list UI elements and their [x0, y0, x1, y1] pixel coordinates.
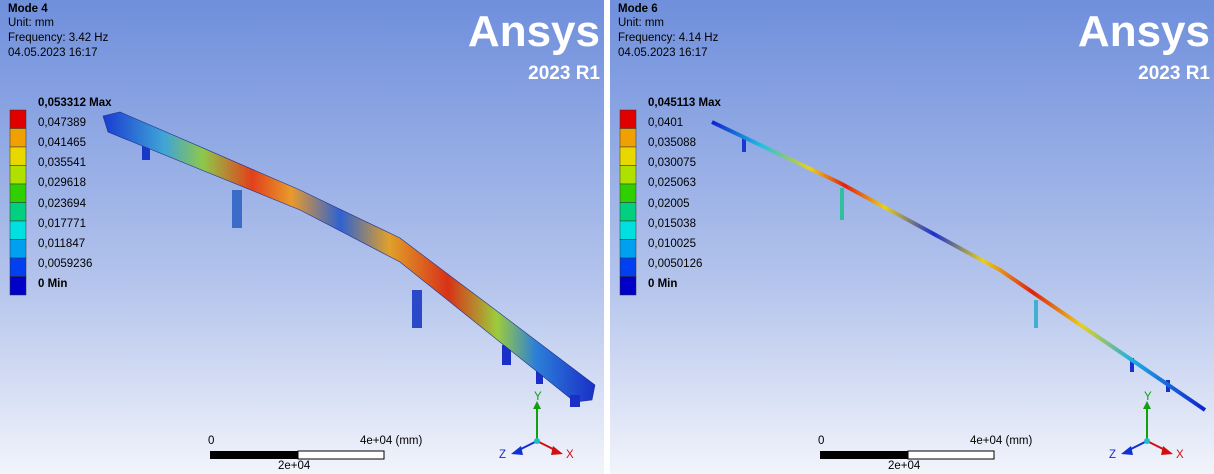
legend-swatch	[10, 203, 26, 222]
legend-label: 0,0401	[648, 117, 683, 130]
scale-bar-light	[298, 451, 384, 459]
axis-origin	[1144, 438, 1150, 444]
legend-swatch	[620, 240, 636, 259]
legend-swatch	[10, 110, 26, 129]
scale-bar-dark	[820, 451, 908, 459]
legend-swatch	[10, 166, 26, 185]
screen: Mode 4Unit: mmFrequency: 3.42 Hz04.05.20…	[0, 0, 1214, 474]
legend-label: 0,02005	[648, 198, 690, 211]
frequency: Frequency: 4.14 Hz	[618, 32, 718, 45]
axis-z-label: Z	[1109, 449, 1116, 462]
axis-y-label: Y	[1144, 391, 1152, 404]
legend-label: 0,0059236	[38, 258, 92, 271]
axis-x-label: X	[566, 449, 574, 462]
legend-label: 0,053312 Max	[38, 97, 112, 110]
legend-swatch	[620, 147, 636, 166]
legend-swatch	[620, 277, 636, 296]
legend-label: 0,035541	[38, 157, 86, 170]
axis-z-label: Z	[499, 449, 506, 462]
legend-swatch	[620, 166, 636, 185]
scale-end: 4e+04 (mm)	[970, 435, 1032, 448]
legend-label: 0,045113 Max	[648, 97, 721, 110]
logo: Ansys	[1060, 8, 1210, 56]
legend-label: 0 Min	[648, 278, 677, 291]
scale-bar-light	[908, 451, 994, 459]
legend-swatch	[620, 110, 636, 129]
scale-mid: 2e+04	[278, 460, 310, 473]
logo: Ansys	[450, 8, 600, 56]
legend-label: 0,035088	[648, 137, 696, 150]
scale-bar-dark	[210, 451, 298, 459]
legend-swatch	[10, 129, 26, 148]
axis-y-label: Y	[534, 391, 542, 404]
version: 2023 R1	[480, 63, 600, 85]
legend-label: 0,030075	[648, 157, 696, 170]
legend-label: 0,029618	[38, 177, 86, 190]
unit: Unit: mm	[618, 17, 664, 30]
legend-swatch	[10, 221, 26, 240]
legend-swatch	[620, 258, 636, 277]
unit: Unit: mm	[8, 17, 54, 30]
legend-label: 0,0050126	[648, 258, 702, 271]
axis-origin	[534, 438, 540, 444]
axis-x-label: X	[1176, 449, 1184, 462]
scale-end: 4e+04 (mm)	[360, 435, 422, 448]
scale-mid: 2e+04	[888, 460, 920, 473]
legend-label: 0,041465	[38, 137, 86, 150]
legend-label: 0,011847	[38, 238, 85, 251]
legend-swatch	[620, 203, 636, 222]
scale-start: 0	[208, 435, 214, 448]
viewports	[0, 0, 1214, 474]
mode-title: Mode 4	[8, 3, 48, 16]
legend-label: 0,025063	[648, 177, 696, 190]
legend-swatch	[620, 129, 636, 148]
version: 2023 R1	[1090, 63, 1210, 85]
mode-title: Mode 6	[618, 3, 658, 16]
legend-label: 0,015038	[648, 218, 696, 231]
legend-swatch	[10, 184, 26, 203]
timestamp: 04.05.2023 16:17	[618, 47, 708, 60]
legend-swatch	[10, 258, 26, 277]
scale-start: 0	[818, 435, 824, 448]
legend-label: 0,017771	[38, 218, 86, 231]
legend-label: 0,023694	[38, 198, 86, 211]
timestamp: 04.05.2023 16:17	[8, 47, 98, 60]
frequency: Frequency: 3.42 Hz	[8, 32, 108, 45]
legend-swatch	[10, 147, 26, 166]
legend-swatch	[10, 240, 26, 259]
legend-swatch	[10, 277, 26, 296]
legend-swatch	[620, 221, 636, 240]
legend-label: 0 Min	[38, 278, 67, 291]
legend-label: 0,010025	[648, 238, 696, 251]
legend-swatch	[620, 184, 636, 203]
legend-label: 0,047389	[38, 117, 86, 130]
